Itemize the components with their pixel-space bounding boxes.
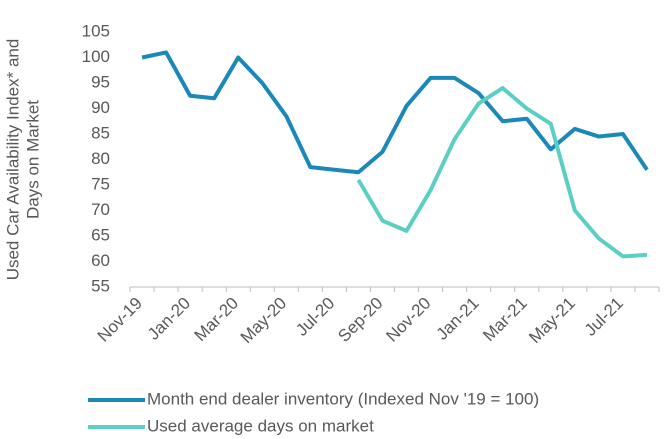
y-tick-label: 85 xyxy=(91,123,110,142)
y-tick-label: 65 xyxy=(91,225,110,244)
y-tick-label: 55 xyxy=(91,276,110,295)
x-tick-label: Mar-20 xyxy=(191,294,243,346)
legend-label: Month end dealer inventory (Indexed Nov … xyxy=(147,389,539,408)
y-axis-label: Days on Market xyxy=(23,100,42,219)
y-tick-label: 105 xyxy=(82,21,110,40)
x-tick-label: Sep-20 xyxy=(334,294,386,346)
x-tick-label: Jan-20 xyxy=(144,294,194,344)
y-tick-label: 70 xyxy=(91,200,110,219)
x-tick-label: Mar-21 xyxy=(479,294,531,346)
x-tick-label: Nov-20 xyxy=(382,294,434,346)
x-tick-label: May-21 xyxy=(525,294,579,348)
y-tick-label: 90 xyxy=(91,98,110,117)
x-tick-label: May-20 xyxy=(237,294,291,348)
x-tick-label: Jul-21 xyxy=(581,294,627,340)
y-tick-label: 95 xyxy=(91,72,110,91)
y-tick-label: 100 xyxy=(82,47,110,66)
x-tick-label: Jan-21 xyxy=(432,294,482,344)
y-axis-label: Used Car Availability Index* and xyxy=(3,39,22,281)
x-tick-label: Nov-19 xyxy=(94,294,146,346)
series-line xyxy=(141,50,649,175)
x-tick-label: Jul-20 xyxy=(292,294,338,340)
legend-label: Used average days on market xyxy=(147,416,374,435)
y-tick-label: 75 xyxy=(91,174,110,193)
y-tick-label: 80 xyxy=(91,149,110,168)
series-line xyxy=(356,86,648,259)
y-tick-label: 60 xyxy=(91,251,110,270)
